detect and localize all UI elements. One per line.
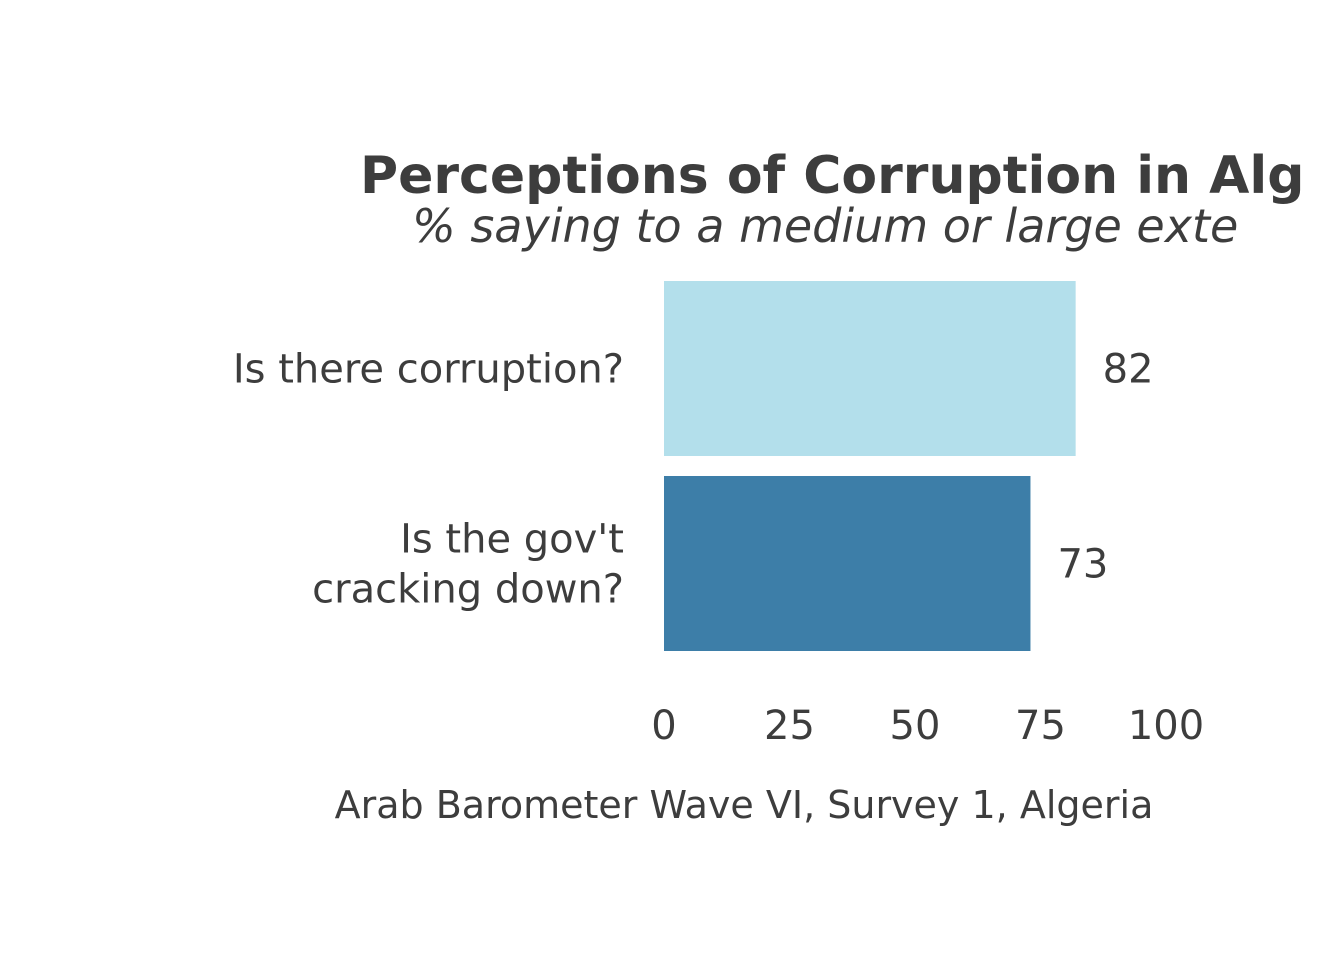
x-tick-label-3: 75 — [1015, 703, 1066, 749]
value-label-1: 73 — [1057, 542, 1108, 588]
x-tick-label-1: 25 — [764, 703, 815, 749]
bar-1 — [664, 476, 1031, 651]
x-tick-label-2: 50 — [890, 703, 941, 749]
x-tick-label-4: 100 — [1128, 703, 1204, 749]
category-label-1-line-1: cracking down? — [312, 567, 624, 613]
x-tick-label-0: 0 — [651, 703, 676, 749]
chart-caption: Arab Barometer Wave VI, Survey 1, Algeri… — [335, 783, 1154, 827]
category-label-0-line-0: Is there corruption? — [233, 347, 624, 393]
chart-title: Perceptions of Corruption in Alg — [360, 146, 1304, 206]
chart-subtitle: % saying to a medium or large exte — [412, 199, 1238, 253]
category-label-1-line-0: Is the gov't — [400, 517, 624, 563]
bar-0 — [664, 281, 1076, 456]
value-label-0: 82 — [1103, 347, 1154, 393]
x-axis-ticks: 0 25 50 75 100 — [651, 703, 1204, 749]
category-labels: Is there corruption? Is the gov'tcracking… — [233, 347, 624, 613]
value-labels: 82 73 — [1057, 347, 1153, 588]
bars-group — [664, 281, 1076, 651]
